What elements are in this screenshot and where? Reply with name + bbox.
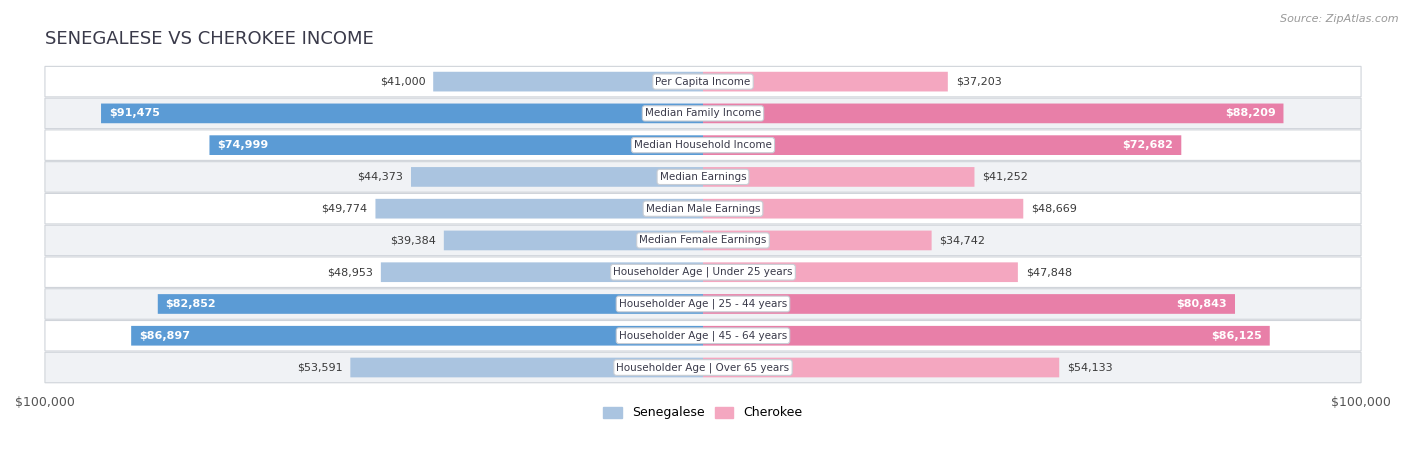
FancyBboxPatch shape	[703, 135, 1181, 155]
Text: Per Capita Income: Per Capita Income	[655, 77, 751, 86]
FancyBboxPatch shape	[411, 167, 703, 187]
Text: $88,209: $88,209	[1225, 108, 1275, 119]
Text: Householder Age | Under 25 years: Householder Age | Under 25 years	[613, 267, 793, 277]
Text: Median Earnings: Median Earnings	[659, 172, 747, 182]
Text: Source: ZipAtlas.com: Source: ZipAtlas.com	[1281, 14, 1399, 24]
Text: $91,475: $91,475	[108, 108, 160, 119]
Text: $39,384: $39,384	[389, 235, 436, 246]
FancyBboxPatch shape	[350, 358, 703, 377]
Text: $48,669: $48,669	[1031, 204, 1077, 214]
Text: $41,000: $41,000	[380, 77, 425, 86]
Text: $47,848: $47,848	[1026, 267, 1071, 277]
Text: SENEGALESE VS CHEROKEE INCOME: SENEGALESE VS CHEROKEE INCOME	[45, 30, 374, 48]
Text: $54,133: $54,133	[1067, 362, 1112, 373]
FancyBboxPatch shape	[381, 262, 703, 282]
FancyBboxPatch shape	[45, 98, 1361, 128]
Text: $44,373: $44,373	[357, 172, 404, 182]
Text: $80,843: $80,843	[1177, 299, 1227, 309]
FancyBboxPatch shape	[703, 262, 1018, 282]
FancyBboxPatch shape	[157, 294, 703, 314]
FancyBboxPatch shape	[45, 162, 1361, 192]
FancyBboxPatch shape	[703, 167, 974, 187]
FancyBboxPatch shape	[45, 193, 1361, 224]
FancyBboxPatch shape	[45, 130, 1361, 160]
FancyBboxPatch shape	[703, 326, 1270, 346]
FancyBboxPatch shape	[45, 289, 1361, 319]
Text: Householder Age | Over 65 years: Householder Age | Over 65 years	[616, 362, 790, 373]
Text: Householder Age | 45 - 64 years: Householder Age | 45 - 64 years	[619, 331, 787, 341]
FancyBboxPatch shape	[45, 257, 1361, 288]
Text: $72,682: $72,682	[1122, 140, 1174, 150]
FancyBboxPatch shape	[131, 326, 703, 346]
Text: $49,774: $49,774	[322, 204, 367, 214]
FancyBboxPatch shape	[45, 225, 1361, 256]
Text: Householder Age | 25 - 44 years: Householder Age | 25 - 44 years	[619, 299, 787, 309]
FancyBboxPatch shape	[209, 135, 703, 155]
FancyBboxPatch shape	[45, 320, 1361, 351]
FancyBboxPatch shape	[433, 72, 703, 92]
FancyBboxPatch shape	[703, 104, 1284, 123]
Text: $41,252: $41,252	[983, 172, 1028, 182]
Text: $74,999: $74,999	[218, 140, 269, 150]
Text: $86,125: $86,125	[1211, 331, 1261, 341]
Legend: Senegalese, Cherokee: Senegalese, Cherokee	[599, 402, 807, 425]
FancyBboxPatch shape	[101, 104, 703, 123]
Text: $82,852: $82,852	[166, 299, 217, 309]
FancyBboxPatch shape	[703, 72, 948, 92]
Text: Median Household Income: Median Household Income	[634, 140, 772, 150]
Text: $48,953: $48,953	[328, 267, 373, 277]
FancyBboxPatch shape	[45, 66, 1361, 97]
Text: $34,742: $34,742	[939, 235, 986, 246]
Text: $53,591: $53,591	[297, 362, 343, 373]
FancyBboxPatch shape	[375, 199, 703, 219]
FancyBboxPatch shape	[444, 231, 703, 250]
Text: $37,203: $37,203	[956, 77, 1001, 86]
FancyBboxPatch shape	[703, 199, 1024, 219]
FancyBboxPatch shape	[45, 352, 1361, 383]
Text: $86,897: $86,897	[139, 331, 190, 341]
FancyBboxPatch shape	[703, 294, 1234, 314]
Text: Median Male Earnings: Median Male Earnings	[645, 204, 761, 214]
FancyBboxPatch shape	[703, 231, 932, 250]
Text: Median Female Earnings: Median Female Earnings	[640, 235, 766, 246]
Text: Median Family Income: Median Family Income	[645, 108, 761, 119]
FancyBboxPatch shape	[703, 358, 1059, 377]
